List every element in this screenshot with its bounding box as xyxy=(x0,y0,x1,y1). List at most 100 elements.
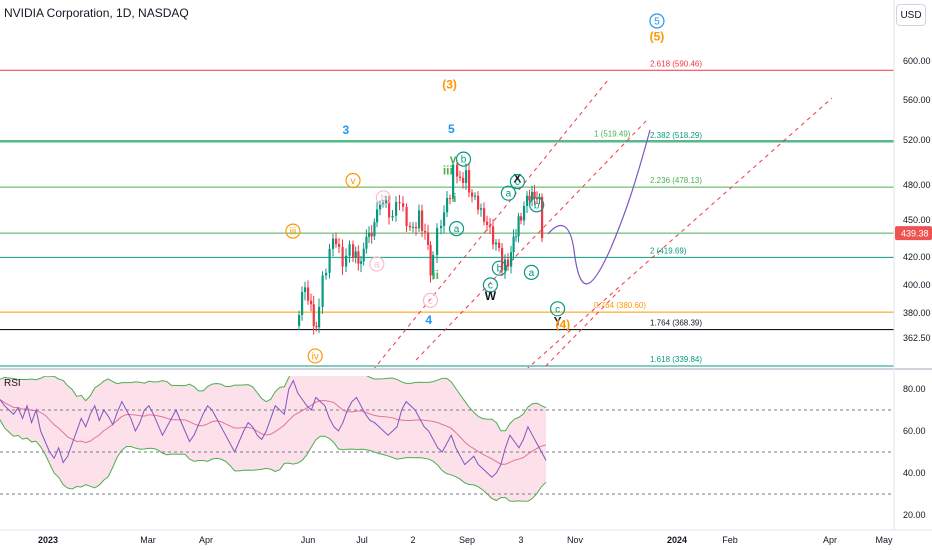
price-tick-label: 400.00 xyxy=(903,280,931,290)
candle-body xyxy=(304,287,307,292)
candle-body xyxy=(436,228,439,256)
price-tick-label: 420.00 xyxy=(903,252,931,262)
time-axis[interactable]: 2023 Mar Apr Jun Jul 2 Sep 3 Nov 2024 Feb Apr May xyxy=(38,535,893,545)
candle-body xyxy=(477,195,480,210)
candle-body xyxy=(418,210,421,229)
wave-circle xyxy=(307,348,323,364)
wave-circle xyxy=(482,277,498,293)
price-tick-label: 450.00 xyxy=(903,215,931,225)
price-tick-label: 600.00 xyxy=(903,56,931,66)
candle-body xyxy=(501,247,504,271)
wave-circle xyxy=(369,256,385,272)
candle-body xyxy=(523,206,526,221)
wave-label: b xyxy=(534,200,540,211)
candle-body xyxy=(325,272,328,276)
rsi-upper-band xyxy=(0,376,547,432)
wave-label: iv xyxy=(312,351,319,362)
candle-body xyxy=(520,216,523,221)
wave-label: 5 xyxy=(448,122,455,136)
candle-body xyxy=(409,225,412,228)
candle-body xyxy=(328,248,331,273)
wave-label: (4) xyxy=(555,317,570,331)
candle-body xyxy=(348,244,351,256)
candle-body xyxy=(321,275,324,307)
candle-body xyxy=(376,209,379,223)
price-tick-label: 520.00 xyxy=(903,135,931,145)
wave-label: X xyxy=(513,171,521,185)
candle-body xyxy=(456,164,459,177)
wave-label: v xyxy=(450,152,457,166)
candle-body xyxy=(480,208,483,210)
candle-body xyxy=(498,242,501,248)
rsi-tick-label: 60.00 xyxy=(903,426,926,436)
candle-body xyxy=(370,232,373,237)
candle-body xyxy=(486,221,489,226)
wave-label: 3 xyxy=(342,123,349,137)
candle-body xyxy=(310,300,313,305)
candle-body xyxy=(301,292,304,315)
currency-button[interactable]: USD xyxy=(896,4,926,26)
candle-body xyxy=(507,259,510,267)
price-tick-label: 480.00 xyxy=(903,180,931,190)
candle-body xyxy=(345,255,348,267)
candle-body xyxy=(360,261,363,264)
rsi-band-fill xyxy=(0,376,546,502)
candle-body xyxy=(538,196,541,199)
time-tick-label: Sep xyxy=(459,535,475,545)
wave-label: c xyxy=(428,296,433,307)
rsi-axis[interactable]: 80.00 60.00 40.00 20.00 xyxy=(903,384,926,520)
chart-title: NVIDIA Corporation, 1D, NASDAQ xyxy=(4,6,189,20)
candle-body xyxy=(373,222,376,237)
candle-body xyxy=(357,251,360,264)
wave-label: ii xyxy=(432,268,439,282)
candle-body xyxy=(510,252,513,267)
candle-body xyxy=(385,200,388,204)
wave-label: (3) xyxy=(442,77,457,91)
horizontal-levels xyxy=(0,69,894,367)
candle-body xyxy=(462,177,465,183)
candle-body xyxy=(341,246,344,267)
candle-body xyxy=(531,191,534,201)
level-labels: 2.618 (590.46) 1 (519.49) 2.382 (518.29) 2.… xyxy=(594,59,702,364)
candle-body xyxy=(307,287,310,301)
level-label: 2.618 (590.46) xyxy=(650,59,702,68)
wave-circle xyxy=(455,151,472,167)
wave-circle xyxy=(345,172,361,189)
candle-body xyxy=(391,215,394,218)
wave-label: b xyxy=(497,264,503,275)
candle-body xyxy=(489,225,492,227)
wave-label: b xyxy=(381,193,387,204)
wave-label: W xyxy=(485,289,497,303)
wave-label: a xyxy=(529,268,535,279)
candle-body xyxy=(528,195,531,201)
candle-body xyxy=(379,204,382,210)
candle-body xyxy=(515,236,518,238)
candle-body xyxy=(471,192,474,197)
wave-circle xyxy=(529,197,545,213)
candle-body xyxy=(415,226,418,229)
candle-body xyxy=(536,198,539,200)
candle-body xyxy=(315,325,318,328)
wave-label: a xyxy=(374,260,380,271)
candle-body xyxy=(432,255,435,276)
level-label: 2.236 (478.13) xyxy=(650,176,702,185)
rsi-ma-line xyxy=(0,399,547,465)
rsi-line xyxy=(0,379,547,478)
candle-body xyxy=(517,216,520,237)
price-axis[interactable]: 600.00 560.00 520.00 480.00 450.00 420.00 400.… xyxy=(895,56,932,343)
projection-line xyxy=(547,129,651,285)
channel-line xyxy=(527,97,833,368)
time-tick-label: 2024 xyxy=(667,535,687,545)
candle-body xyxy=(492,226,495,245)
level-label: 2.382 (518.29) xyxy=(650,131,702,140)
rsi-tick-label: 40.00 xyxy=(903,468,926,478)
candle-body xyxy=(388,200,391,218)
candle-body xyxy=(405,206,408,226)
candle-body xyxy=(495,242,498,245)
last-price-tag xyxy=(895,226,932,241)
candle-body xyxy=(465,170,468,183)
wave-label: Y xyxy=(554,315,562,329)
candle-body xyxy=(332,238,335,249)
